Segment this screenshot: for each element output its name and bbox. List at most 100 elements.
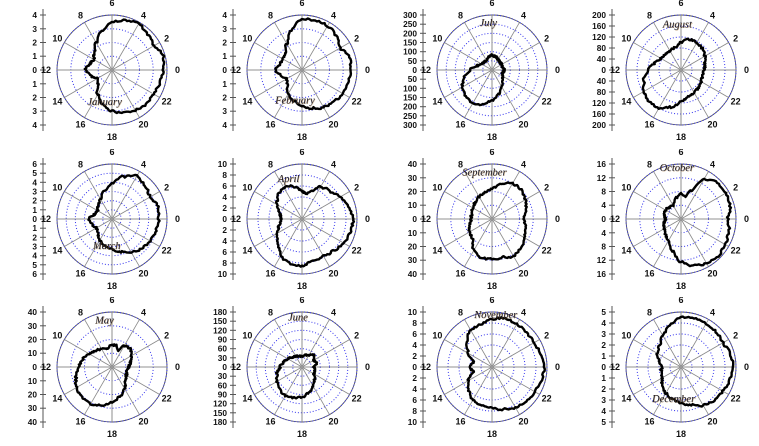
svg-text:200: 200 — [403, 102, 417, 112]
svg-text:200: 200 — [592, 10, 606, 20]
svg-text:6: 6 — [222, 181, 227, 191]
svg-text:0: 0 — [175, 362, 180, 372]
svg-text:8: 8 — [222, 170, 227, 180]
svg-text:6: 6 — [109, 297, 114, 305]
svg-text:14: 14 — [622, 394, 632, 404]
svg-text:0: 0 — [555, 65, 560, 75]
svg-text:80: 80 — [597, 87, 607, 97]
svg-text:12: 12 — [610, 214, 620, 224]
svg-text:90: 90 — [218, 335, 228, 345]
svg-text:30: 30 — [218, 372, 228, 382]
svg-text:150: 150 — [403, 93, 417, 103]
svg-text:2: 2 — [544, 34, 549, 44]
svg-text:4: 4 — [412, 340, 417, 350]
svg-text:18: 18 — [297, 132, 307, 142]
svg-text:10: 10 — [52, 34, 62, 44]
svg-text:3: 3 — [222, 24, 227, 34]
svg-text:0: 0 — [222, 362, 227, 372]
svg-text:16: 16 — [265, 417, 275, 427]
svg-text:6: 6 — [32, 269, 37, 279]
svg-text:40: 40 — [28, 307, 38, 317]
svg-text:4: 4 — [412, 384, 417, 394]
svg-text:5: 5 — [602, 307, 607, 317]
svg-text:12: 12 — [231, 65, 241, 75]
svg-text:4: 4 — [222, 120, 227, 130]
svg-text:4: 4 — [520, 308, 525, 318]
svg-text:16: 16 — [645, 417, 655, 427]
svg-text:1: 1 — [32, 223, 37, 233]
svg-text:0: 0 — [32, 362, 37, 372]
svg-text:16: 16 — [455, 417, 465, 427]
svg-text:14: 14 — [52, 394, 62, 404]
svg-text:16: 16 — [455, 120, 465, 130]
svg-text:0: 0 — [555, 362, 560, 372]
svg-text:0: 0 — [744, 65, 749, 75]
svg-text:16: 16 — [455, 268, 465, 278]
svg-text:20: 20 — [28, 390, 38, 400]
svg-text:30: 30 — [407, 255, 417, 265]
svg-text:300: 300 — [403, 120, 417, 130]
svg-text:16: 16 — [645, 268, 655, 278]
svg-text:22: 22 — [351, 97, 361, 107]
svg-text:200: 200 — [403, 28, 417, 38]
svg-text:20: 20 — [708, 120, 718, 130]
svg-text:22: 22 — [731, 245, 741, 255]
svg-text:6: 6 — [109, 0, 114, 8]
svg-text:30: 30 — [28, 321, 38, 331]
svg-text:12: 12 — [420, 65, 430, 75]
svg-text:2: 2 — [32, 38, 37, 48]
svg-text:October: October — [660, 162, 695, 173]
svg-text:4: 4 — [602, 318, 607, 328]
svg-text:90: 90 — [218, 390, 228, 400]
svg-text:0: 0 — [32, 214, 37, 224]
svg-text:12: 12 — [41, 214, 51, 224]
svg-text:2: 2 — [602, 340, 607, 350]
svg-text:8: 8 — [78, 159, 83, 169]
svg-text:10: 10 — [242, 331, 252, 341]
svg-text:0: 0 — [175, 214, 180, 224]
svg-text:8: 8 — [602, 241, 607, 251]
svg-text:16: 16 — [597, 269, 607, 279]
svg-text:10: 10 — [622, 34, 632, 44]
svg-text:8: 8 — [268, 308, 273, 318]
svg-text:0: 0 — [602, 362, 607, 372]
svg-text:18: 18 — [676, 281, 686, 291]
svg-text:6: 6 — [299, 149, 304, 157]
svg-text:100: 100 — [403, 83, 417, 93]
svg-text:8: 8 — [268, 159, 273, 169]
svg-text:2: 2 — [412, 373, 417, 383]
svg-text:20: 20 — [328, 268, 338, 278]
svg-text:14: 14 — [622, 97, 632, 107]
svg-text:8: 8 — [647, 159, 652, 169]
svg-text:20: 20 — [328, 120, 338, 130]
svg-text:20: 20 — [407, 241, 417, 251]
svg-text:180: 180 — [213, 307, 227, 317]
svg-text:4: 4 — [141, 308, 146, 318]
svg-text:10: 10 — [622, 331, 632, 341]
svg-text:2: 2 — [32, 93, 37, 103]
svg-text:14: 14 — [242, 245, 252, 255]
svg-text:18: 18 — [486, 132, 496, 142]
svg-text:120: 120 — [592, 98, 606, 108]
svg-text:August: August — [662, 19, 693, 30]
svg-text:50: 50 — [407, 74, 417, 84]
svg-text:4: 4 — [520, 10, 525, 20]
svg-text:20: 20 — [328, 417, 338, 427]
svg-text:6: 6 — [412, 329, 417, 339]
svg-text:12: 12 — [420, 362, 430, 372]
svg-text:0: 0 — [602, 214, 607, 224]
svg-text:60: 60 — [218, 381, 228, 391]
svg-text:2: 2 — [412, 351, 417, 361]
svg-text:10: 10 — [28, 376, 38, 386]
svg-text:3: 3 — [32, 241, 37, 251]
svg-text:2: 2 — [602, 384, 607, 394]
svg-text:300: 300 — [403, 10, 417, 20]
svg-text:0: 0 — [365, 65, 370, 75]
svg-text:18: 18 — [297, 429, 307, 439]
svg-text:40: 40 — [407, 159, 417, 169]
svg-text:4: 4 — [602, 200, 607, 210]
svg-text:22: 22 — [541, 394, 551, 404]
svg-text:2: 2 — [222, 38, 227, 48]
svg-text:20: 20 — [518, 268, 528, 278]
svg-text:12: 12 — [610, 65, 620, 75]
